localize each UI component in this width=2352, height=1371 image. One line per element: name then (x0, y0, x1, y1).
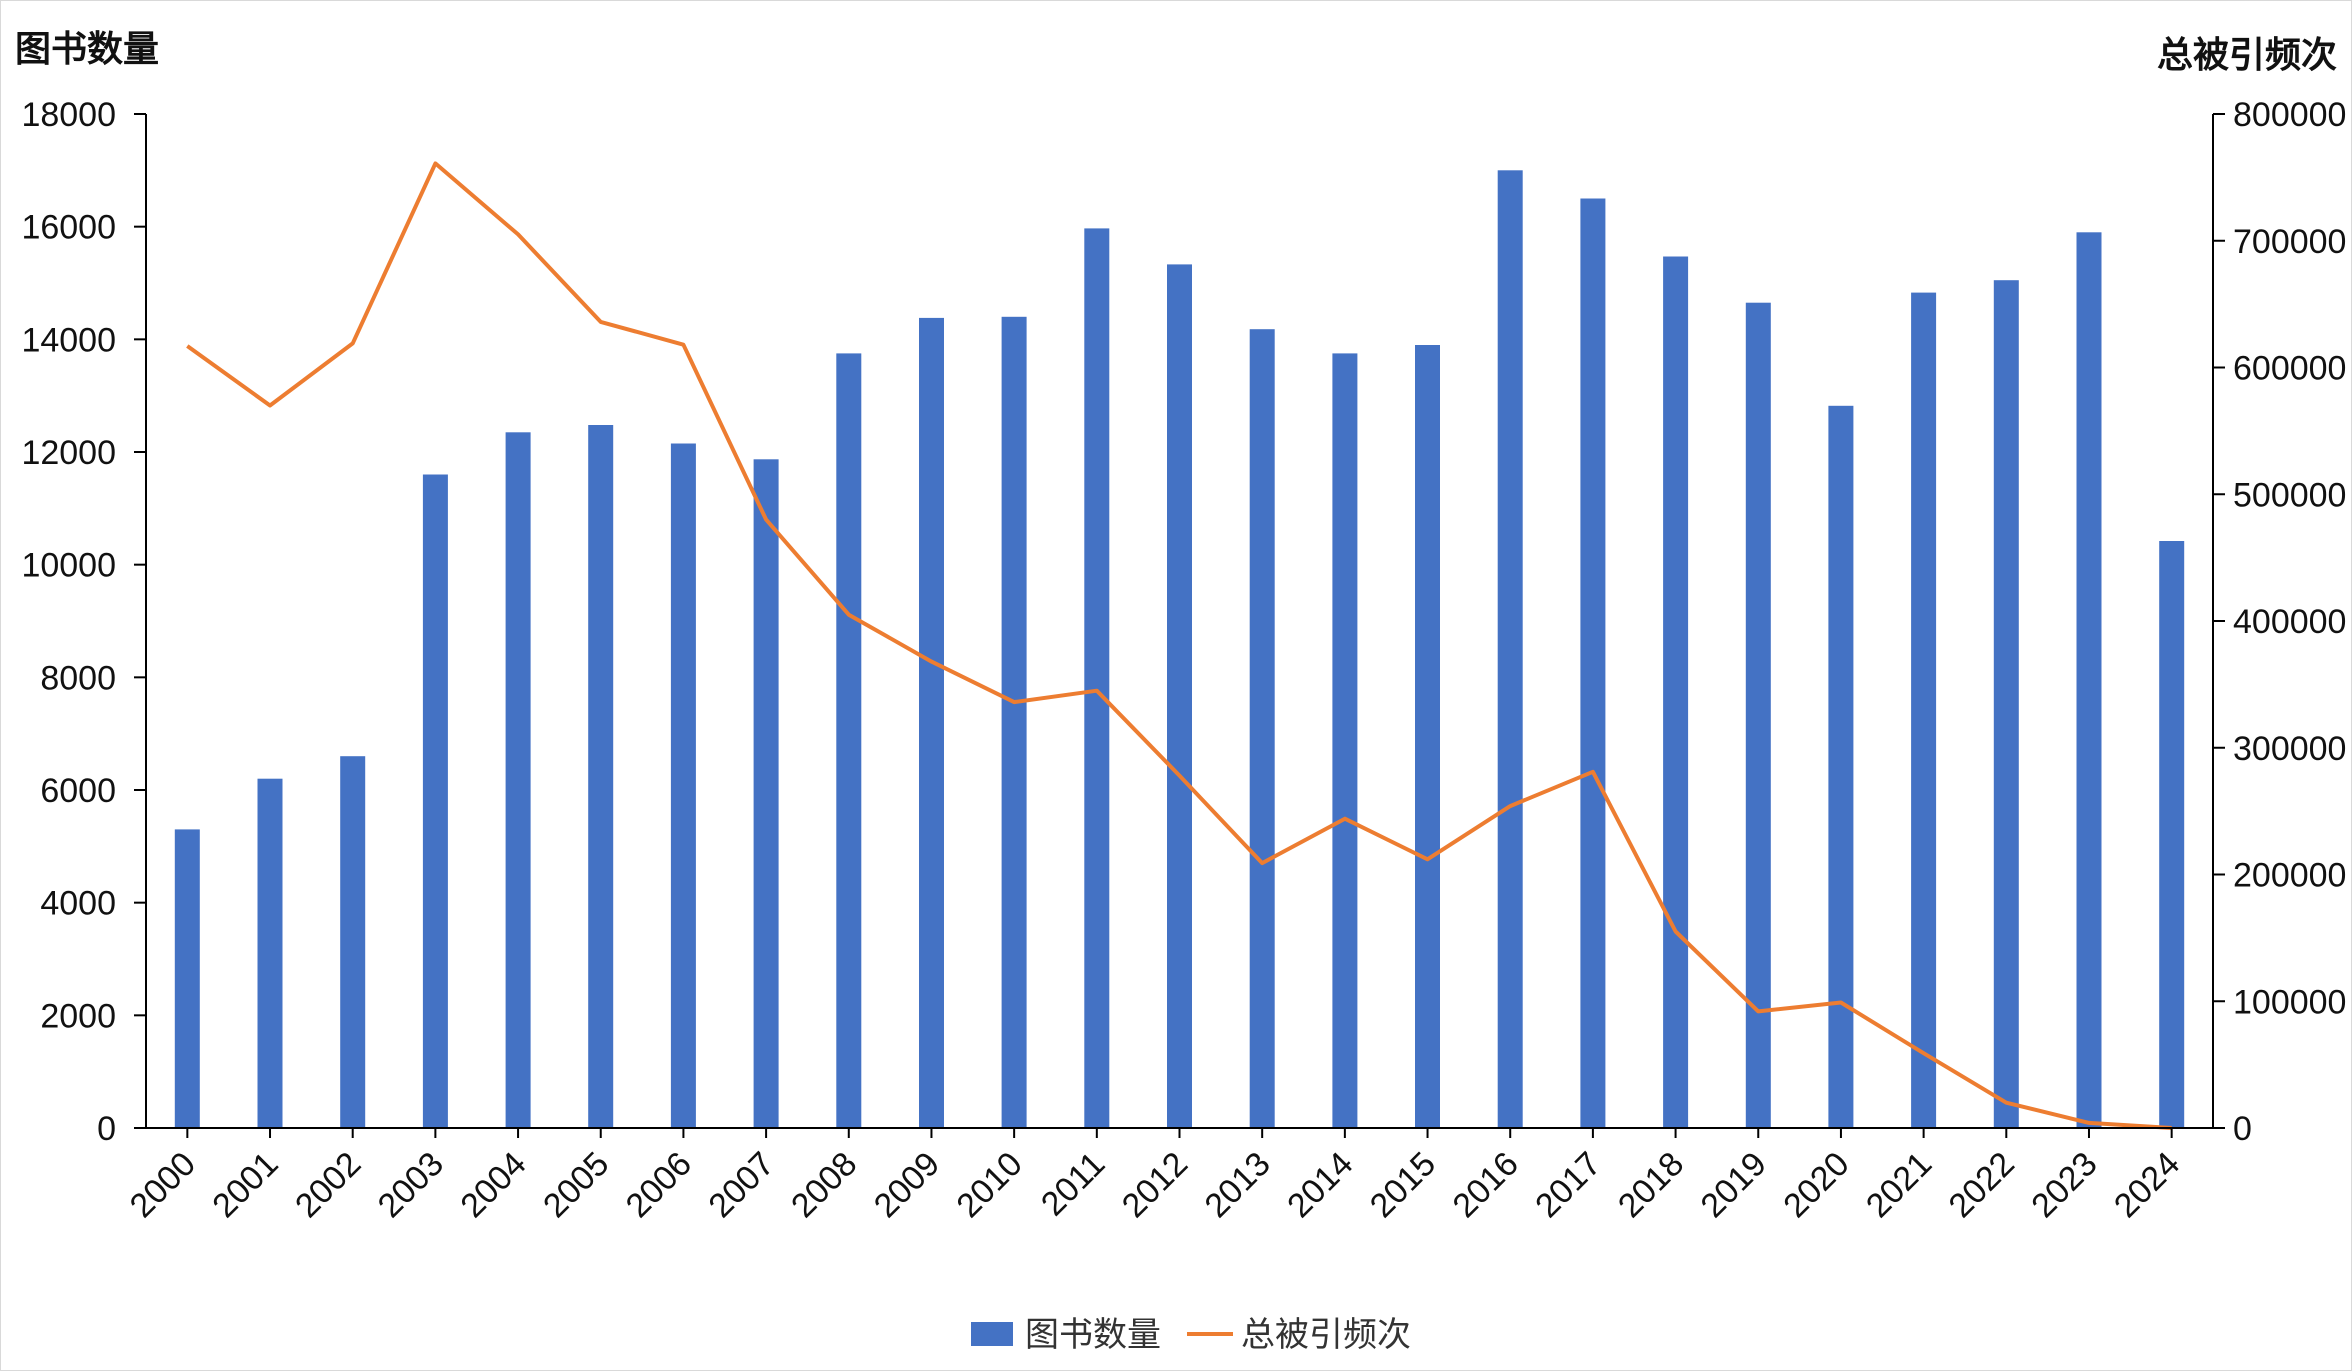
legend: 图书数量 总被引频次 (971, 1315, 1411, 1355)
x-tick-label-2011: 2011 (1034, 1145, 1113, 1224)
x-tick-label-2021: 2021 (1859, 1145, 1939, 1225)
x-tick-label-2001: 2001 (205, 1145, 285, 1225)
right-axis-title: 总被引频次 (2157, 35, 2337, 76)
left-tick-label: 4000 (40, 885, 116, 923)
bar-2019 (1745, 302, 1771, 1128)
x-tick-label-2008: 2008 (784, 1145, 864, 1225)
left-tick-label: 2000 (40, 997, 116, 1035)
right-tick-label: 500000 (2233, 476, 2346, 514)
x-tick-label-2012: 2012 (1115, 1145, 1195, 1225)
x-tick-label-2007: 2007 (701, 1145, 781, 1225)
line-series-citations (186, 161, 2172, 1130)
left-tick-label: 16000 (21, 209, 116, 247)
x-tick-label-2000: 2000 (123, 1145, 203, 1225)
x-tick-label-2009: 2009 (867, 1145, 947, 1225)
legend-swatch-books (971, 1322, 1013, 1346)
left-tick-label: 8000 (40, 659, 116, 697)
bar-series-books (174, 170, 2185, 1129)
left-tick-label: 10000 (21, 547, 116, 585)
left-tick-label: 0 (97, 1110, 116, 1148)
x-tick-label-2014: 2014 (1280, 1145, 1360, 1225)
left-tick-label: 6000 (40, 772, 116, 810)
bar-2022 (1993, 280, 2019, 1128)
right-tick-label: 800000 (2233, 96, 2346, 134)
x-tick-label-2004: 2004 (453, 1145, 533, 1225)
x-axis-ticks: 2000 2001 2002 2003 2004 2005 2006 2007 2008 2009… (123, 1128, 2187, 1225)
bar-2023 (2076, 232, 2102, 1129)
right-tick-label: 400000 (2233, 603, 2346, 641)
x-tick-label-2017: 2017 (1528, 1145, 1608, 1225)
x-tick-label-2019: 2019 (1694, 1145, 1774, 1225)
x-tick-label-2015: 2015 (1363, 1145, 1443, 1225)
bar-2018 (1663, 256, 1689, 1128)
x-tick-label-2016: 2016 (1446, 1145, 1526, 1225)
bar-2015 (1415, 345, 1440, 1128)
bar-2008 (836, 353, 862, 1128)
bar-2024 (2159, 541, 2185, 1128)
bar-2007 (753, 459, 779, 1128)
bar-2003 (422, 474, 448, 1128)
x-tick-label-2018: 2018 (1611, 1145, 1691, 1225)
x-tick-label-2006: 2006 (619, 1145, 699, 1225)
bar-2014 (1332, 353, 1358, 1128)
left-tick-label: 14000 (21, 321, 116, 359)
bar-2011 (1084, 228, 1110, 1128)
left-tick-label: 12000 (21, 434, 116, 472)
bar-2021 (1911, 292, 1937, 1129)
right-tick-label: 200000 (2233, 857, 2346, 895)
x-tick-label-2020: 2020 (1776, 1145, 1856, 1225)
bar-2020 (1828, 405, 1854, 1128)
x-tick-label-2023: 2023 (2024, 1145, 2104, 1225)
right-tick-label: 300000 (2233, 730, 2346, 768)
x-tick-label-2022: 2022 (1942, 1145, 2022, 1225)
left-y-ticks: 0 2000 4000 6000 8000 10000 12000 14000 16000 180… (21, 96, 146, 1148)
x-tick-label-2005: 2005 (536, 1145, 616, 1225)
bar-2012 (1167, 264, 1192, 1128)
bar-2001 (257, 778, 283, 1128)
x-tick-label-2002: 2002 (288, 1145, 368, 1225)
x-tick-label-2024: 2024 (2107, 1145, 2187, 1225)
bar-2000 (174, 829, 200, 1128)
bar-2017 (1580, 198, 1606, 1128)
bar-2009 (919, 317, 944, 1128)
bar-2002 (340, 756, 366, 1128)
left-tick-label: 18000 (21, 96, 116, 134)
bar-2004 (505, 432, 531, 1128)
bar-2016 (1497, 170, 1523, 1129)
x-tick-label-2013: 2013 (1197, 1145, 1277, 1225)
bar-2013 (1249, 329, 1275, 1128)
legend-label-citations: 总被引频次 (1241, 1315, 1411, 1355)
right-tick-label: 100000 (2233, 983, 2346, 1021)
x-tick-label-2003: 2003 (371, 1145, 451, 1225)
bar-2010 (1001, 316, 1027, 1128)
x-tick-label-2010: 2010 (949, 1145, 1029, 1225)
bar-2005 (588, 425, 614, 1128)
bar-2006 (670, 443, 696, 1128)
right-y-ticks: 0 100000 200000 300000 400000 500000 600000 700… (2213, 96, 2346, 1148)
legend-label-books: 图书数量 (1025, 1315, 1161, 1355)
right-tick-label: 0 (2233, 1110, 2252, 1148)
right-tick-label: 700000 (2233, 223, 2346, 261)
right-tick-label: 600000 (2233, 350, 2346, 388)
left-axis-title: 图书数量 (15, 29, 159, 70)
